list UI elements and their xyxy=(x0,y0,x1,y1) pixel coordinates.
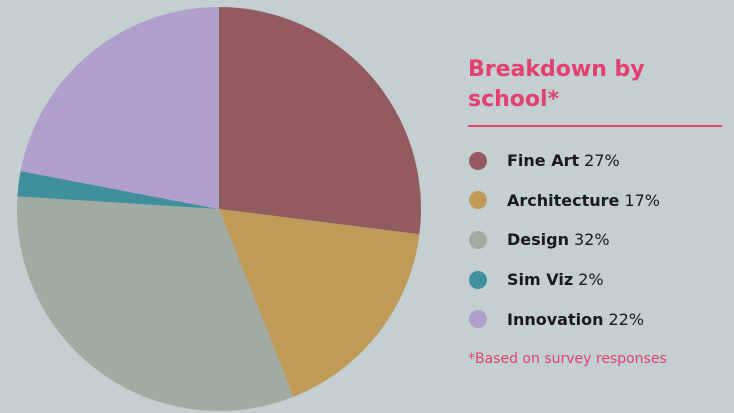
pie-slice xyxy=(17,171,219,209)
legend-item: Architecture 17% xyxy=(468,181,724,221)
title-rule xyxy=(468,125,722,127)
pie-slice xyxy=(219,7,421,235)
legend-swatch xyxy=(469,230,487,249)
legend-items: Fine Art 27% Architecture 17% Design 32% Sim V… xyxy=(468,141,724,339)
legend-item: Fine Art 27% xyxy=(468,141,724,181)
pie-slice xyxy=(20,7,220,209)
pie-chart xyxy=(17,7,421,411)
legend-swatch xyxy=(469,310,487,329)
legend-item: Sim Viz 2% xyxy=(468,260,724,300)
legend-swatch xyxy=(469,151,487,170)
legend-value: 2% xyxy=(578,270,604,290)
legend-value: 27% xyxy=(584,151,620,171)
legend-value: 17% xyxy=(624,190,660,210)
pie-slice xyxy=(17,196,294,411)
legend-swatch xyxy=(469,191,487,210)
legend-label: Architecture xyxy=(507,190,620,210)
legend-item: Design 32% xyxy=(468,220,724,260)
legend-value: 32% xyxy=(573,230,610,250)
legend-label: Design xyxy=(507,230,569,250)
legend-swatch xyxy=(469,270,487,289)
legend-label: Fine Art xyxy=(507,151,580,171)
chart-title: Breakdown by school* xyxy=(468,57,645,112)
legend: Breakdown by school* Fine Art 27% Architec… xyxy=(468,55,724,367)
legend-value: 22% xyxy=(608,309,645,329)
legend-label: Innovation xyxy=(507,309,604,329)
legend-item: Innovation 22% xyxy=(468,299,724,339)
pie-slice xyxy=(219,209,420,397)
legend-label: Sim Viz xyxy=(507,270,574,290)
footnote: *Based on survey responses xyxy=(468,350,667,367)
